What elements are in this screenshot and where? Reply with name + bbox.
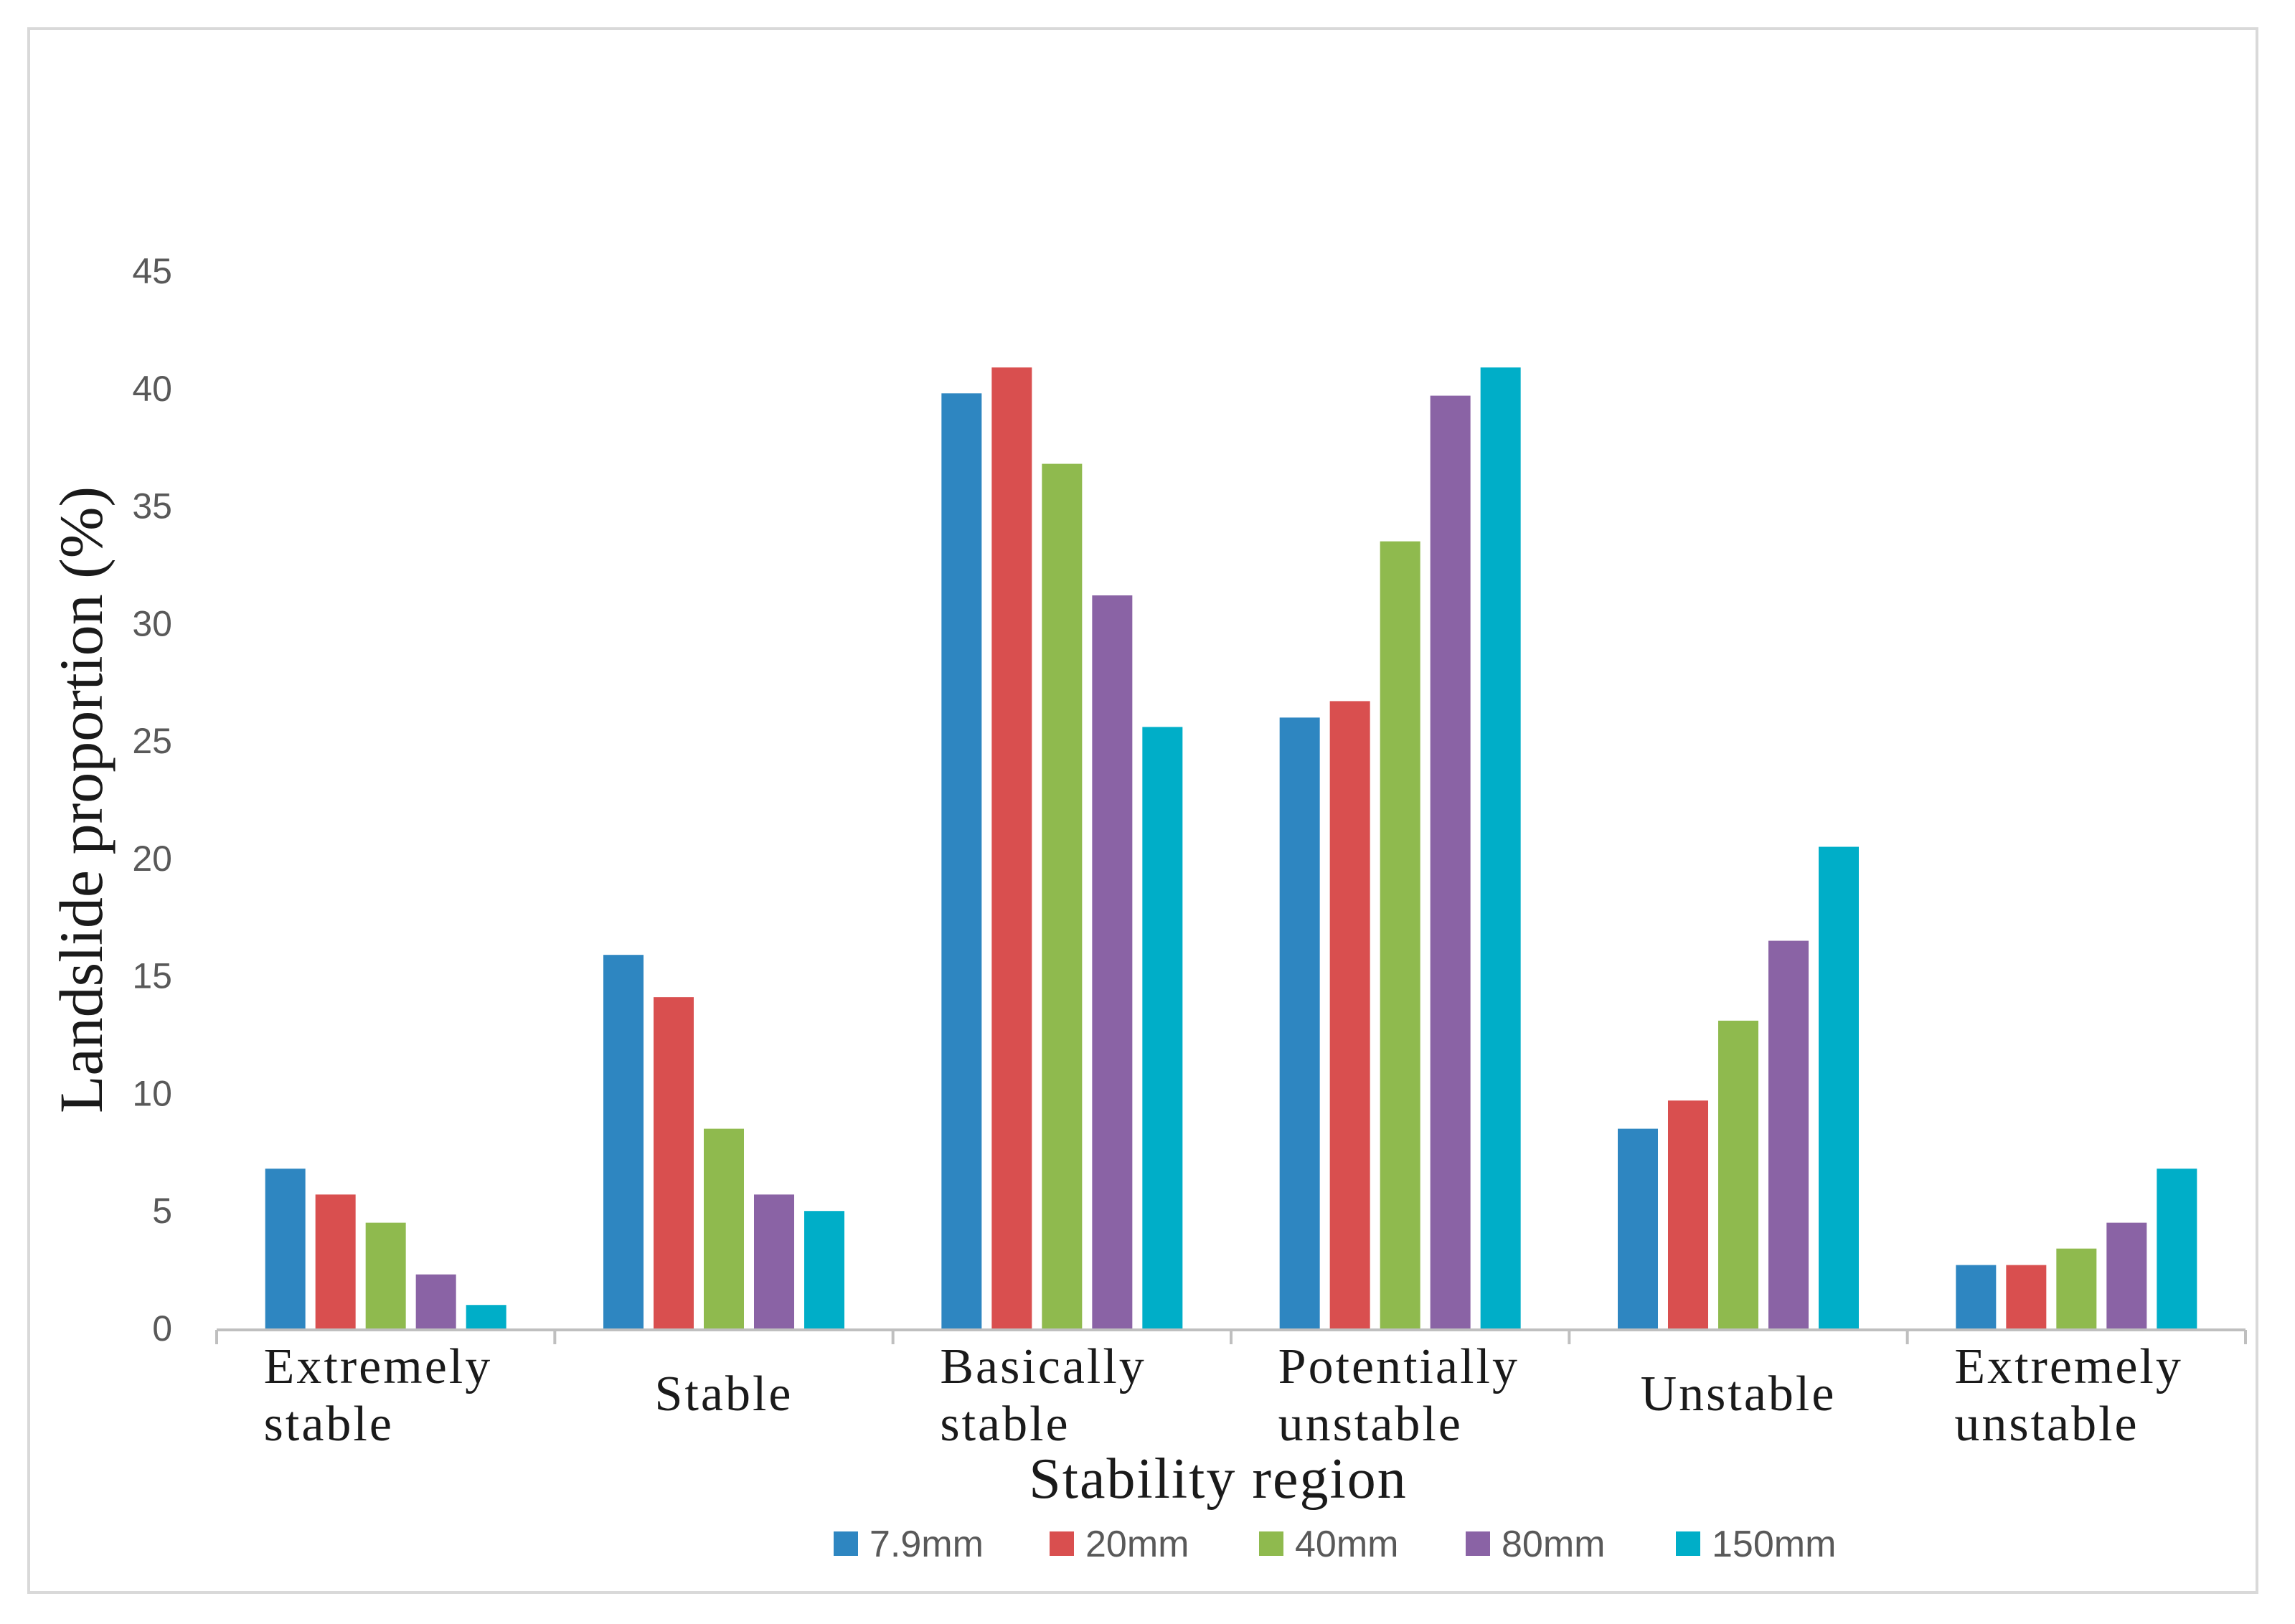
- legend-swatch: [1676, 1531, 1700, 1556]
- y-tick-label: 0: [152, 1308, 172, 1349]
- legend-label: 150mm: [1712, 1524, 1836, 1565]
- legend-label: 7.9mm: [870, 1524, 984, 1565]
- legend-label: 40mm: [1295, 1524, 1398, 1565]
- bar: [1380, 541, 1420, 1328]
- bar: [991, 367, 1032, 1328]
- bar: [365, 1222, 406, 1328]
- y-tick-label: 35: [132, 486, 172, 527]
- bar: [466, 1305, 506, 1328]
- bar: [1768, 940, 1809, 1328]
- legend-swatch: [1050, 1531, 1074, 1556]
- bar: [754, 1194, 794, 1328]
- bar: [1668, 1100, 1708, 1328]
- bar: [1092, 595, 1133, 1328]
- bar: [1718, 1020, 1758, 1328]
- legend-label: 20mm: [1085, 1524, 1189, 1565]
- bar: [415, 1274, 456, 1328]
- y-tick-label: 5: [152, 1191, 172, 1231]
- bar: [1142, 727, 1183, 1328]
- category-label: Extremely: [1954, 1339, 2183, 1394]
- bar: [1480, 367, 1521, 1328]
- bar: [2106, 1222, 2147, 1328]
- y-tick-label: 10: [132, 1073, 172, 1113]
- bar: [1042, 463, 1083, 1328]
- y-axis-title: Landslide proportion (%): [47, 486, 116, 1113]
- bar: [1956, 1265, 1997, 1328]
- y-tick-label: 40: [132, 369, 172, 409]
- bar: [2056, 1248, 2097, 1328]
- category-label: stable: [264, 1397, 394, 1452]
- bar: [2006, 1265, 2047, 1328]
- bar: [1329, 701, 1370, 1328]
- bar: [941, 393, 982, 1329]
- bar: [603, 955, 644, 1328]
- y-tick-label: 20: [132, 839, 172, 879]
- y-tick-label: 15: [132, 956, 172, 996]
- bar: [804, 1211, 844, 1328]
- bar: [654, 997, 694, 1328]
- category-label: Extremely: [264, 1339, 493, 1394]
- category-label: stable: [940, 1397, 1070, 1452]
- bar: [1279, 717, 1320, 1328]
- category-label: Potentially: [1278, 1339, 1519, 1394]
- legend-label: 80mm: [1502, 1524, 1605, 1565]
- bar: [2157, 1169, 2197, 1328]
- bar: [315, 1194, 356, 1328]
- legend-swatch: [1466, 1531, 1490, 1556]
- y-tick-label: 30: [132, 603, 172, 643]
- x-axis-title: Stability region: [1029, 1448, 1408, 1511]
- bar: [1819, 846, 1859, 1328]
- bar: [704, 1128, 744, 1328]
- legend-swatch: [1259, 1531, 1283, 1556]
- category-label: unstable: [1954, 1397, 2139, 1452]
- category-label: Stable: [655, 1366, 793, 1422]
- bar: [265, 1169, 306, 1328]
- legend-swatch: [834, 1531, 858, 1556]
- category-label: unstable: [1278, 1397, 1463, 1452]
- y-tick-label: 45: [132, 251, 172, 291]
- bar: [1618, 1128, 1658, 1328]
- category-label: Unstable: [1641, 1366, 1837, 1422]
- y-tick-label: 25: [132, 721, 172, 761]
- category-label: Basically: [940, 1339, 1146, 1394]
- bar: [1430, 395, 1471, 1328]
